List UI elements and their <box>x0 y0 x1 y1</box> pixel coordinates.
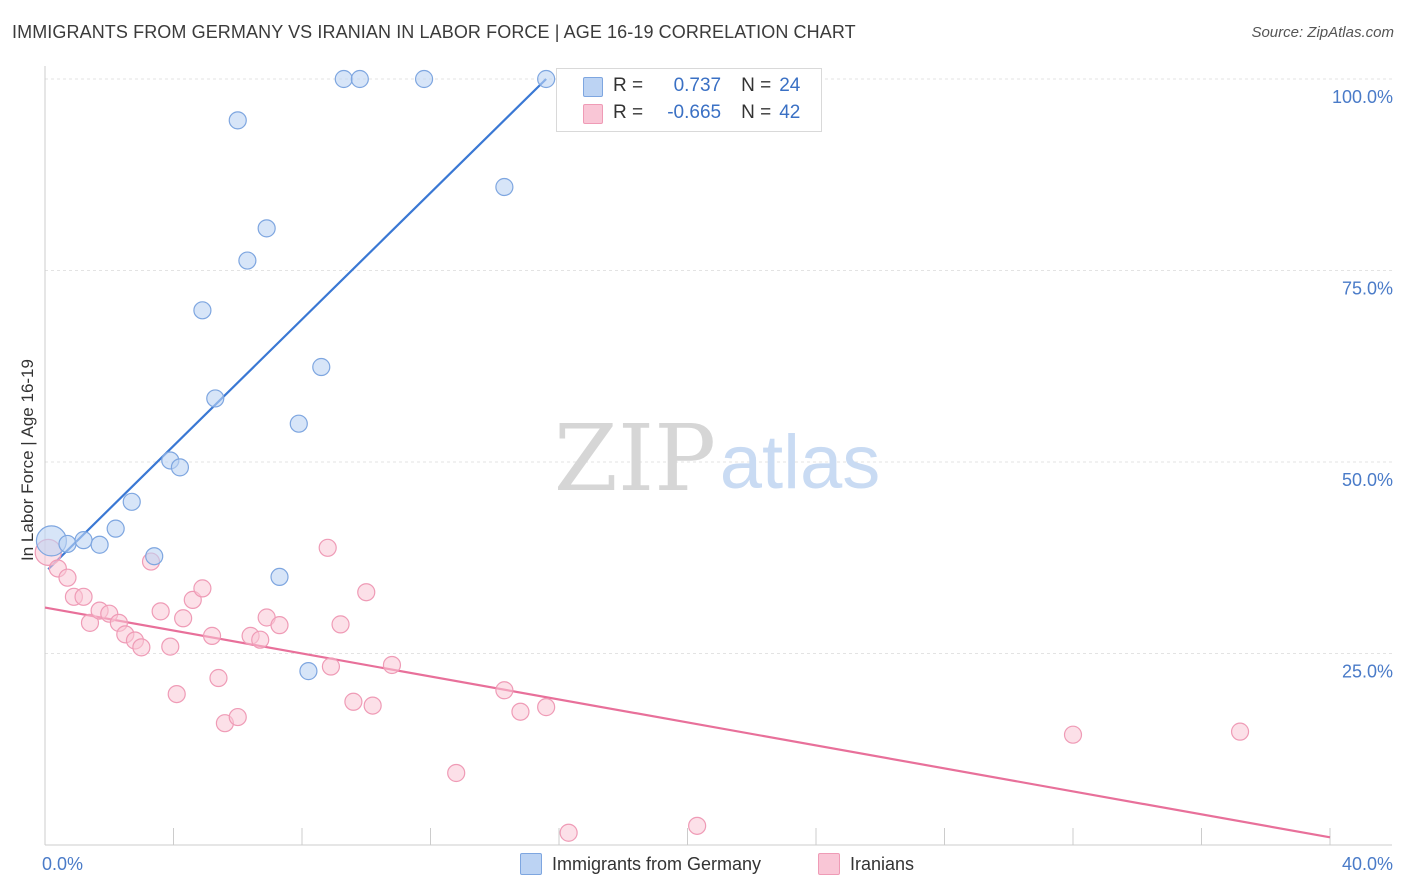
grid-lines <box>45 78 1392 654</box>
germany-point <box>537 69 556 89</box>
germany-point <box>238 251 257 270</box>
y-axis-label: In Labor Force | Age 16-19 <box>18 359 37 561</box>
iranians-point <box>511 702 530 721</box>
x-tick-label: 0.0% <box>42 854 83 874</box>
iranians-point <box>363 696 382 715</box>
iranians-point <box>321 657 341 676</box>
iranians-point <box>132 638 151 657</box>
iranians-point <box>447 763 466 783</box>
watermark-atlas: atlas <box>720 420 881 505</box>
legend-row-iranians: R = -0.665 N = 42 <box>613 101 800 125</box>
iranians-point <box>688 816 707 835</box>
iranians-point <box>74 587 93 606</box>
germany-point <box>350 69 369 89</box>
iranians-point <box>193 579 212 598</box>
iranians-point <box>318 538 337 557</box>
germany-point <box>145 547 164 566</box>
iranians-point <box>58 568 77 587</box>
y-tick-label: 100.0% <box>1332 87 1393 107</box>
germany-point <box>206 389 225 408</box>
iranians-point <box>251 630 270 649</box>
iranians-point <box>202 626 222 645</box>
legend-n-label: N = <box>741 102 772 123</box>
legend-r-label: R = <box>613 75 644 96</box>
iranians-point <box>167 684 186 704</box>
source-credit: Source: ZipAtlas.com <box>1251 24 1394 41</box>
iranians-point <box>382 655 402 675</box>
y-tick-label: 50.0% <box>1342 470 1393 490</box>
legend-r-value-iranians: -0.665 <box>667 102 722 123</box>
germany-point <box>289 414 308 433</box>
iranians-point <box>559 823 578 842</box>
legend-n-label: N = <box>741 75 772 96</box>
legend-label-iranians: Iranians <box>850 853 915 874</box>
germany-point <box>270 567 289 587</box>
iranians-point <box>344 692 363 711</box>
iranians-point <box>537 698 556 717</box>
legend-r-label: R = <box>613 102 644 123</box>
germany-point <box>495 177 514 197</box>
iranians-point <box>209 668 228 688</box>
germany-point <box>193 301 212 320</box>
watermark-zip: ZIP <box>554 405 716 512</box>
iranians-point <box>174 609 193 628</box>
iranians-point <box>80 613 100 632</box>
legend-entry-iranians: Iranians <box>818 852 914 876</box>
iranians-point <box>495 681 514 700</box>
germany-point <box>299 662 318 681</box>
legend-r-value-germany: 0.737 <box>673 75 722 96</box>
germany-point <box>312 357 331 377</box>
iranians-point <box>1063 725 1083 744</box>
x-tick-label: 40.0% <box>1342 854 1393 874</box>
legend-swatch-germany <box>520 853 542 875</box>
legend-entry-germany: Immigrants from Germany <box>520 852 761 876</box>
germany-point <box>58 534 77 554</box>
legend-n-value-iranians: 42 <box>779 102 801 123</box>
y-tick-label: 25.0% <box>1342 662 1393 682</box>
legend-label-germany: Immigrants from Germany <box>552 853 762 874</box>
germany-point <box>122 492 141 511</box>
germany-point <box>74 531 93 550</box>
tick-labels: 25.0% 50.0% 75.0% 100.0% 0.0% 40.0% <box>42 87 1393 874</box>
legend-n-value-germany: 24 <box>779 75 801 96</box>
watermark: ZIP atlas <box>554 405 880 512</box>
iranians-point <box>151 602 170 621</box>
germany-point <box>257 219 276 238</box>
legend-swatch-iranians <box>583 104 603 124</box>
iranians-point <box>331 615 350 634</box>
germany-points <box>35 69 578 681</box>
iranians-point <box>357 583 376 602</box>
iranians-points <box>34 538 1250 842</box>
germany-point <box>334 69 353 89</box>
iranians-point <box>1230 722 1250 741</box>
germany-point <box>90 535 109 554</box>
legend-swatch-germany <box>583 77 603 97</box>
chart-title: IMMIGRANTS FROM GERMANY VS IRANIAN IN LA… <box>12 22 856 42</box>
legend-swatch-iranians <box>818 853 840 875</box>
germany-point <box>106 519 125 538</box>
legend-row-germany: R = 0.737 N = 24 <box>613 74 800 98</box>
y-tick-label: 75.0% <box>1342 279 1393 299</box>
correlation-legend: R = 0.737 N = 24 R = -0.665 N = 42 <box>556 68 822 132</box>
iranians-point <box>161 637 180 656</box>
germany-trend-line <box>47 78 547 571</box>
iranians-point <box>228 707 247 727</box>
axes <box>44 66 1392 846</box>
germany-point <box>228 111 247 130</box>
iranians-point <box>270 616 289 635</box>
germany-point <box>414 69 434 89</box>
germany-point <box>170 458 190 477</box>
